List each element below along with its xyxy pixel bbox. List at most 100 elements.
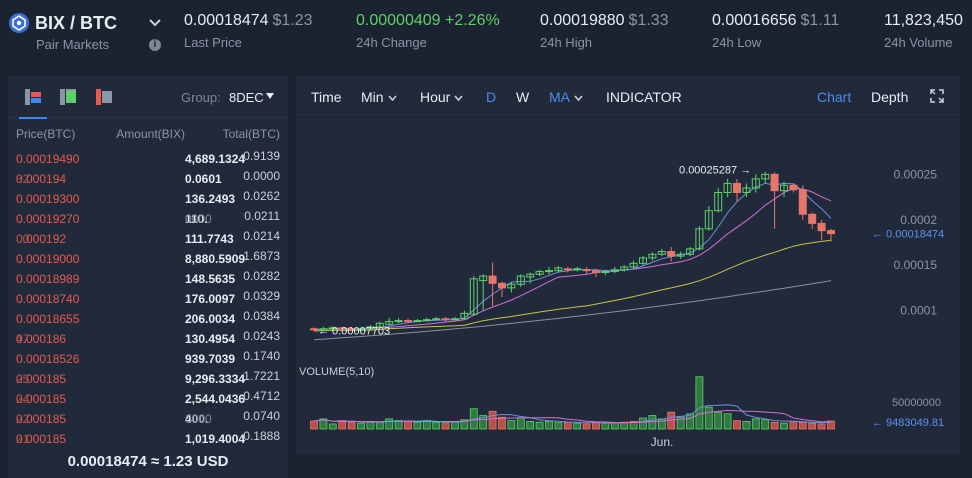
candle-up bbox=[422, 319, 431, 322]
order-row[interactable]: 0.000185 25 9,296.3334 1.7221 bbox=[16, 369, 280, 386]
order-total: 0.4712 bbox=[243, 389, 280, 403]
ma60-line bbox=[313, 280, 832, 341]
order-row[interactable]: 0.00019000 8,880.5909 1.6873 bbox=[16, 249, 280, 266]
volume-bar bbox=[545, 421, 553, 430]
order-row[interactable]: 0.000185 22 400. 0000 0.0740 bbox=[16, 409, 280, 426]
order-book-rows: 0.00019490 4,689.1324 0.9139 0.000194 32 0.06… bbox=[8, 146, 288, 446]
ma-dropdown[interactable]: MA bbox=[549, 89, 583, 105]
candle-up bbox=[639, 257, 647, 264]
view-bids-button[interactable] bbox=[60, 89, 76, 105]
min-label: Min bbox=[361, 89, 384, 105]
order-row[interactable]: 0.00019490 4,689.1324 0.9139 bbox=[16, 149, 280, 166]
last-price-label: Last Price bbox=[184, 35, 242, 50]
view-asks-button[interactable] bbox=[96, 89, 112, 105]
indicator-button[interactable]: INDICATOR bbox=[606, 89, 682, 105]
change-value: 0.00000409 +2.26% bbox=[356, 12, 500, 29]
high-usd: $1.33 bbox=[628, 12, 669, 29]
interval-w-button[interactable]: W bbox=[516, 89, 530, 105]
volume-bar bbox=[639, 417, 647, 430]
order-book-both-icon bbox=[25, 89, 41, 105]
volume-last-annotation: ← 9483049.81 bbox=[872, 417, 944, 429]
high-annotation: 0.00025287 → bbox=[679, 165, 751, 177]
order-row[interactable]: 0.000185 24 2,544.0436 0.4712 bbox=[16, 389, 280, 406]
bix-logo-icon bbox=[9, 13, 29, 33]
candlestick-chart[interactable]: 0.00025 0.0002 0.00015 0.0001 0.00025287 → ← … bbox=[296, 118, 960, 454]
hour-dropdown[interactable]: Hour bbox=[420, 89, 463, 105]
order-row[interactable]: 0.000185 21 1,019.4004 0.1888 bbox=[16, 429, 280, 446]
order-total: 1.6873 bbox=[243, 249, 280, 263]
candle-down bbox=[667, 251, 676, 257]
volume-bar bbox=[563, 421, 572, 430]
candle-down bbox=[733, 182, 741, 193]
volume-bar bbox=[798, 421, 807, 430]
volume-bar bbox=[704, 406, 713, 430]
candle-up bbox=[686, 248, 694, 255]
volume-bar bbox=[375, 421, 384, 430]
order-book: Group: 8DEC Price(BTC) Amount(BIX) Total… bbox=[8, 76, 288, 478]
order-row[interactable]: 0.00018655 206.0034 0.0384 bbox=[16, 309, 280, 326]
candle-up bbox=[676, 253, 685, 257]
order-book-bids-icon bbox=[60, 89, 76, 105]
candle-down bbox=[488, 275, 497, 284]
order-book-asks-icon bbox=[96, 89, 112, 105]
chevron-down-icon[interactable] bbox=[148, 18, 162, 28]
candle-up bbox=[319, 328, 328, 332]
order-row[interactable]: 0.00018989 148.5635 0.0282 bbox=[16, 269, 280, 286]
ma-label: MA bbox=[549, 89, 570, 105]
order-row[interactable]: 0.00019300 136.2493 0.0262 bbox=[16, 189, 280, 206]
min-dropdown[interactable]: Min bbox=[361, 89, 397, 105]
volume-bar bbox=[751, 418, 760, 430]
volume-bar bbox=[319, 418, 328, 430]
candle-up bbox=[573, 268, 582, 271]
info-icon[interactable]: i bbox=[149, 39, 161, 51]
fullscreen-icon[interactable] bbox=[930, 89, 944, 103]
volume-bar bbox=[310, 420, 318, 430]
candle-down bbox=[808, 213, 817, 224]
volume-bar bbox=[761, 419, 770, 430]
volume-bar bbox=[573, 422, 582, 430]
high-value: 0.00019880 bbox=[540, 12, 625, 29]
low-value: 0.00016656 bbox=[712, 12, 797, 29]
candle-up bbox=[554, 267, 563, 272]
candle-up bbox=[507, 283, 516, 289]
interval-d-button[interactable]: D bbox=[486, 89, 497, 105]
order-row[interactable]: 0.000186 47 130.4954 0.0243 bbox=[16, 329, 280, 346]
order-total: 0.0282 bbox=[243, 269, 280, 283]
chart-tab[interactable]: Chart bbox=[817, 89, 852, 105]
stat-24h-change: 0.00000409 +2.26% 24h Change bbox=[356, 12, 500, 50]
low-usd: $1.11 bbox=[800, 12, 840, 29]
group-label: Group: bbox=[181, 90, 221, 105]
order-row[interactable]: 0.000192 00 111.7743 0.0214 bbox=[16, 229, 280, 246]
view-both-button[interactable] bbox=[19, 89, 47, 119]
caret-down-icon[interactable] bbox=[266, 93, 274, 100]
candle-down bbox=[817, 222, 826, 232]
volume-bar bbox=[733, 420, 741, 430]
volume-bar bbox=[601, 422, 610, 430]
col-total: Total(BTC) bbox=[222, 127, 280, 141]
pair-selector[interactable]: BIX / BTC Pair Markets i bbox=[8, 10, 168, 58]
volume-bar bbox=[686, 413, 694, 430]
pair-subtitle: Pair Markets bbox=[36, 37, 109, 52]
candle-up bbox=[629, 262, 638, 268]
order-row[interactable]: 0.000194 32 0.0601 0.0000 bbox=[16, 169, 280, 186]
volume-bar bbox=[648, 415, 657, 430]
y-tick-label: 0.0001 bbox=[900, 304, 937, 318]
last-price-value: 0.00018474 bbox=[184, 12, 269, 29]
volume-bar bbox=[507, 420, 516, 430]
depth-tab[interactable]: Depth bbox=[871, 89, 909, 105]
order-row[interactable]: 0.00018526 939.7039 0.1740 bbox=[16, 349, 280, 366]
group-select[interactable]: 8DEC bbox=[229, 90, 264, 105]
col-amount: Amount(BIX) bbox=[116, 127, 185, 141]
order-total: 1.7221 bbox=[243, 369, 280, 383]
volume-bar bbox=[516, 417, 525, 430]
volume-bar bbox=[347, 421, 356, 430]
time-button[interactable]: Time bbox=[311, 89, 342, 105]
candle-down bbox=[563, 268, 572, 271]
order-row[interactable]: 0.00018740 176.0097 0.0329 bbox=[16, 289, 280, 306]
volume-bar bbox=[479, 415, 488, 430]
order-total: 0.0262 bbox=[243, 189, 280, 203]
volume-bar bbox=[780, 422, 788, 430]
candle-up bbox=[620, 266, 629, 271]
candle-down bbox=[582, 269, 591, 272]
order-row[interactable]: 0.00019270 110. 0000 0.0211 bbox=[16, 209, 280, 226]
